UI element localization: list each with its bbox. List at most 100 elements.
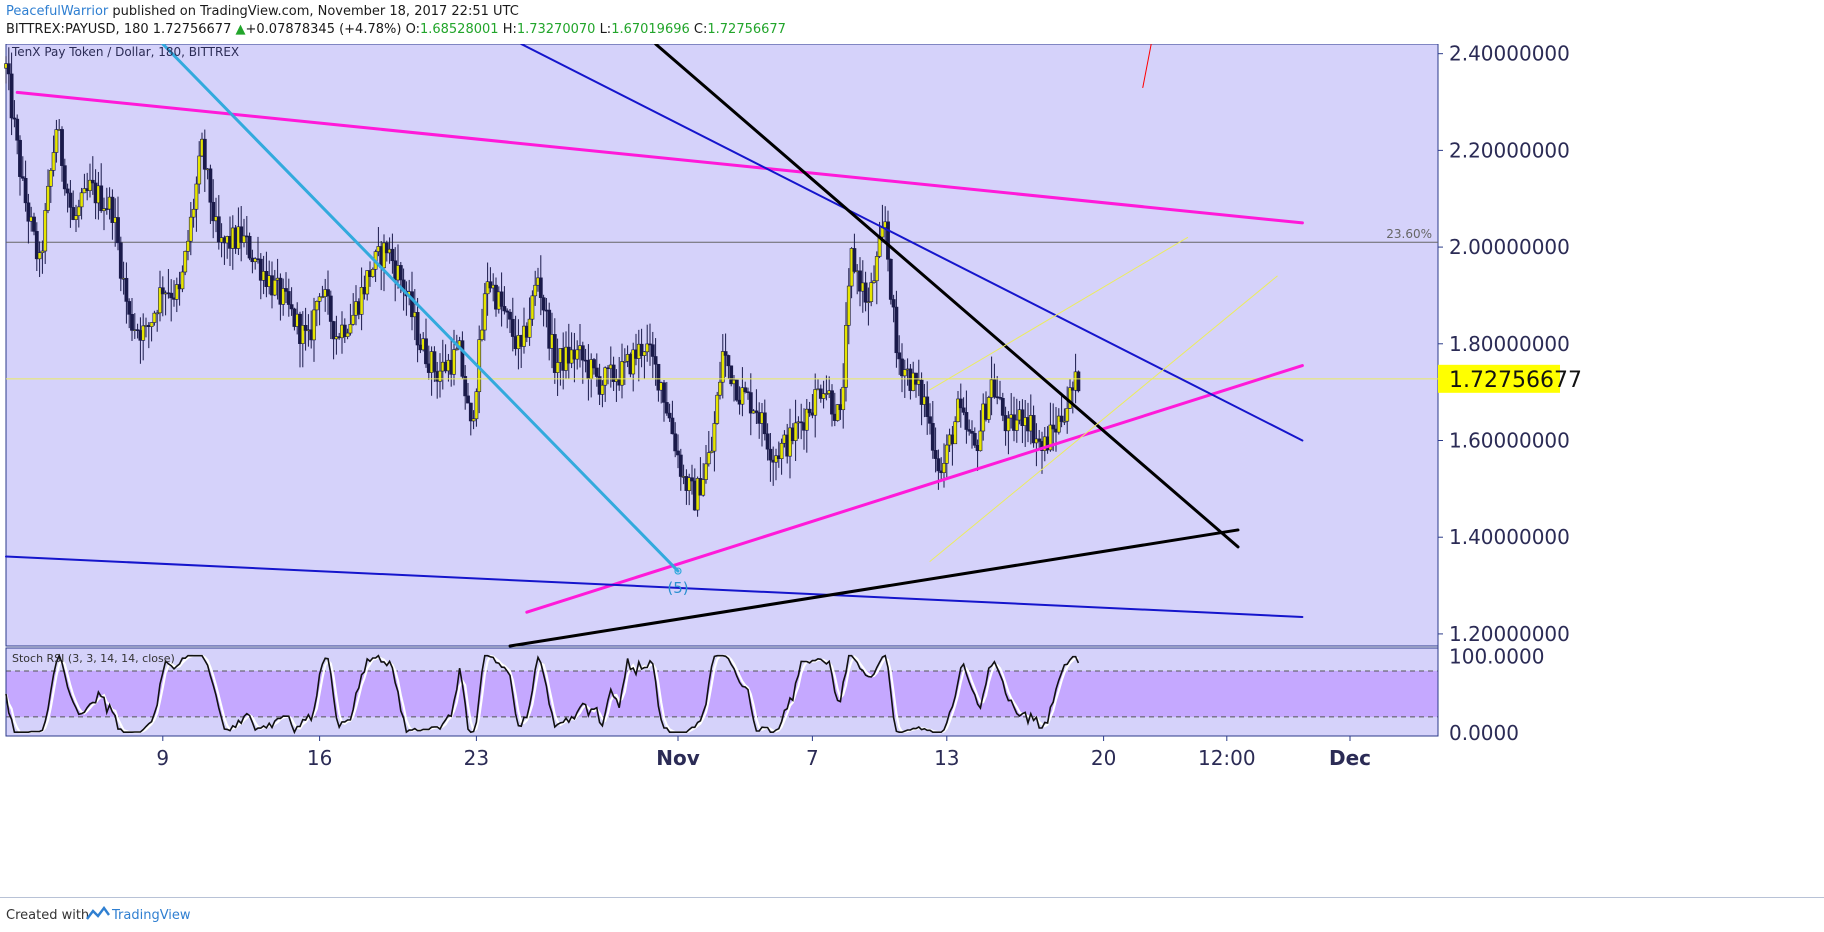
time-tick-label: 12:00 <box>1198 746 1256 770</box>
candle-body <box>51 152 56 171</box>
trendline-blue-lower[interactable] <box>5 555 1304 618</box>
candle-body <box>1048 424 1053 451</box>
candle-body <box>746 391 750 394</box>
candle-body <box>247 236 252 259</box>
candle-body <box>712 423 717 452</box>
wave-point-marker <box>674 567 682 575</box>
trendline-yellow-channel-2[interactable] <box>929 275 1278 562</box>
candle-body <box>645 343 650 353</box>
candle-body <box>765 433 770 450</box>
candle-body <box>438 370 442 382</box>
candle-body <box>891 299 896 308</box>
trendline-yellow-channel-1[interactable] <box>929 236 1189 391</box>
candle-body <box>468 402 473 422</box>
candle-body <box>32 216 36 232</box>
time-tick-label: 7 <box>806 746 819 770</box>
candle-body <box>74 215 78 220</box>
candle-body <box>642 351 647 356</box>
candle-body <box>639 343 644 356</box>
trendline-red-mark[interactable] <box>1142 44 1152 89</box>
candle-body <box>555 362 560 373</box>
candle-body <box>174 284 179 300</box>
candle-body <box>314 301 319 311</box>
tradingview-logo-icon[interactable] <box>86 906 110 922</box>
candle-body <box>370 269 375 278</box>
candle-body <box>180 271 185 290</box>
candle-body <box>79 192 84 208</box>
candle-body <box>326 289 330 297</box>
candle-body <box>592 359 596 369</box>
candle-body <box>706 452 711 465</box>
candle-body <box>1062 420 1067 423</box>
candle-body <box>600 384 605 395</box>
candle-body <box>704 463 708 480</box>
last-price-tag <box>1438 364 1560 393</box>
candle-body <box>580 345 585 361</box>
candle-body <box>320 296 325 298</box>
time-tick-label: 20 <box>1091 746 1116 770</box>
candle-body <box>541 297 546 311</box>
price-pane <box>6 44 1438 646</box>
candle-body <box>956 398 960 423</box>
last-price: 1.72756677 <box>152 22 232 37</box>
stoch-rsi-band <box>6 670 1438 717</box>
candle-body <box>986 397 991 420</box>
candle-body <box>726 355 731 367</box>
author-link[interactable]: PeacefulWarrior <box>6 4 109 19</box>
candle-body <box>622 360 627 363</box>
trendline-blue-upper[interactable] <box>520 44 1304 442</box>
candle-body <box>351 314 356 325</box>
high-label: H: <box>502 22 517 37</box>
candle-body <box>208 168 213 203</box>
candle-body <box>723 351 728 356</box>
candle-body <box>1051 424 1056 430</box>
publish-line: PeacefulWarrior published on TradingView… <box>6 4 519 19</box>
candle-body <box>919 379 924 405</box>
trendline-lower-magenta[interactable] <box>525 364 1304 614</box>
candle-body <box>482 293 487 331</box>
candle-body <box>197 155 202 185</box>
trendline-black-down[interactable] <box>654 44 1240 549</box>
candle-body <box>242 235 246 243</box>
candle-body <box>729 365 734 385</box>
candle-body <box>141 325 146 341</box>
candle-body <box>424 338 428 365</box>
low-label: L: <box>599 22 612 37</box>
trendline-black-up[interactable] <box>508 528 1240 648</box>
candle-body <box>1065 408 1070 422</box>
price-tick-label: 1.20000000 <box>1449 622 1570 646</box>
candle-body <box>575 349 580 360</box>
candle-body <box>474 391 479 420</box>
open-value: 1.68528001 <box>419 22 499 37</box>
candle-body <box>124 277 129 302</box>
candle-body <box>650 344 655 357</box>
candle-body <box>158 287 162 314</box>
tradingview-link[interactable]: TradingView <box>112 908 191 923</box>
candle-body <box>888 258 893 300</box>
candle-body <box>863 282 868 303</box>
candle-body <box>1000 397 1005 416</box>
candle-body <box>902 369 907 377</box>
candle-body <box>345 332 350 337</box>
candle-body <box>961 407 966 413</box>
candle-body <box>970 430 974 434</box>
stoch-rsi-k-line <box>5 653 1080 735</box>
candle-body <box>432 351 437 372</box>
candle-body <box>824 393 829 395</box>
candle-body <box>382 242 386 269</box>
candle-body <box>60 129 64 166</box>
candle-body <box>135 329 140 331</box>
candle-body <box>365 270 370 295</box>
candle-body <box>303 325 308 331</box>
candle-body <box>821 393 826 399</box>
chart-area[interactable]: 23.60% (5) TenX Pay Token / Dollar, 180, B… <box>0 44 1824 897</box>
price-change: +0.07878345 (+4.78%) <box>245 22 402 37</box>
trendline-cyan-down[interactable] <box>161 44 680 573</box>
candle-body <box>1059 415 1064 422</box>
candle-body <box>286 291 291 305</box>
candle-body <box>415 312 420 346</box>
candle-body <box>835 404 840 421</box>
candle-body <box>312 309 316 341</box>
candle-body <box>978 430 983 452</box>
time-tick-label: Nov <box>656 746 700 770</box>
